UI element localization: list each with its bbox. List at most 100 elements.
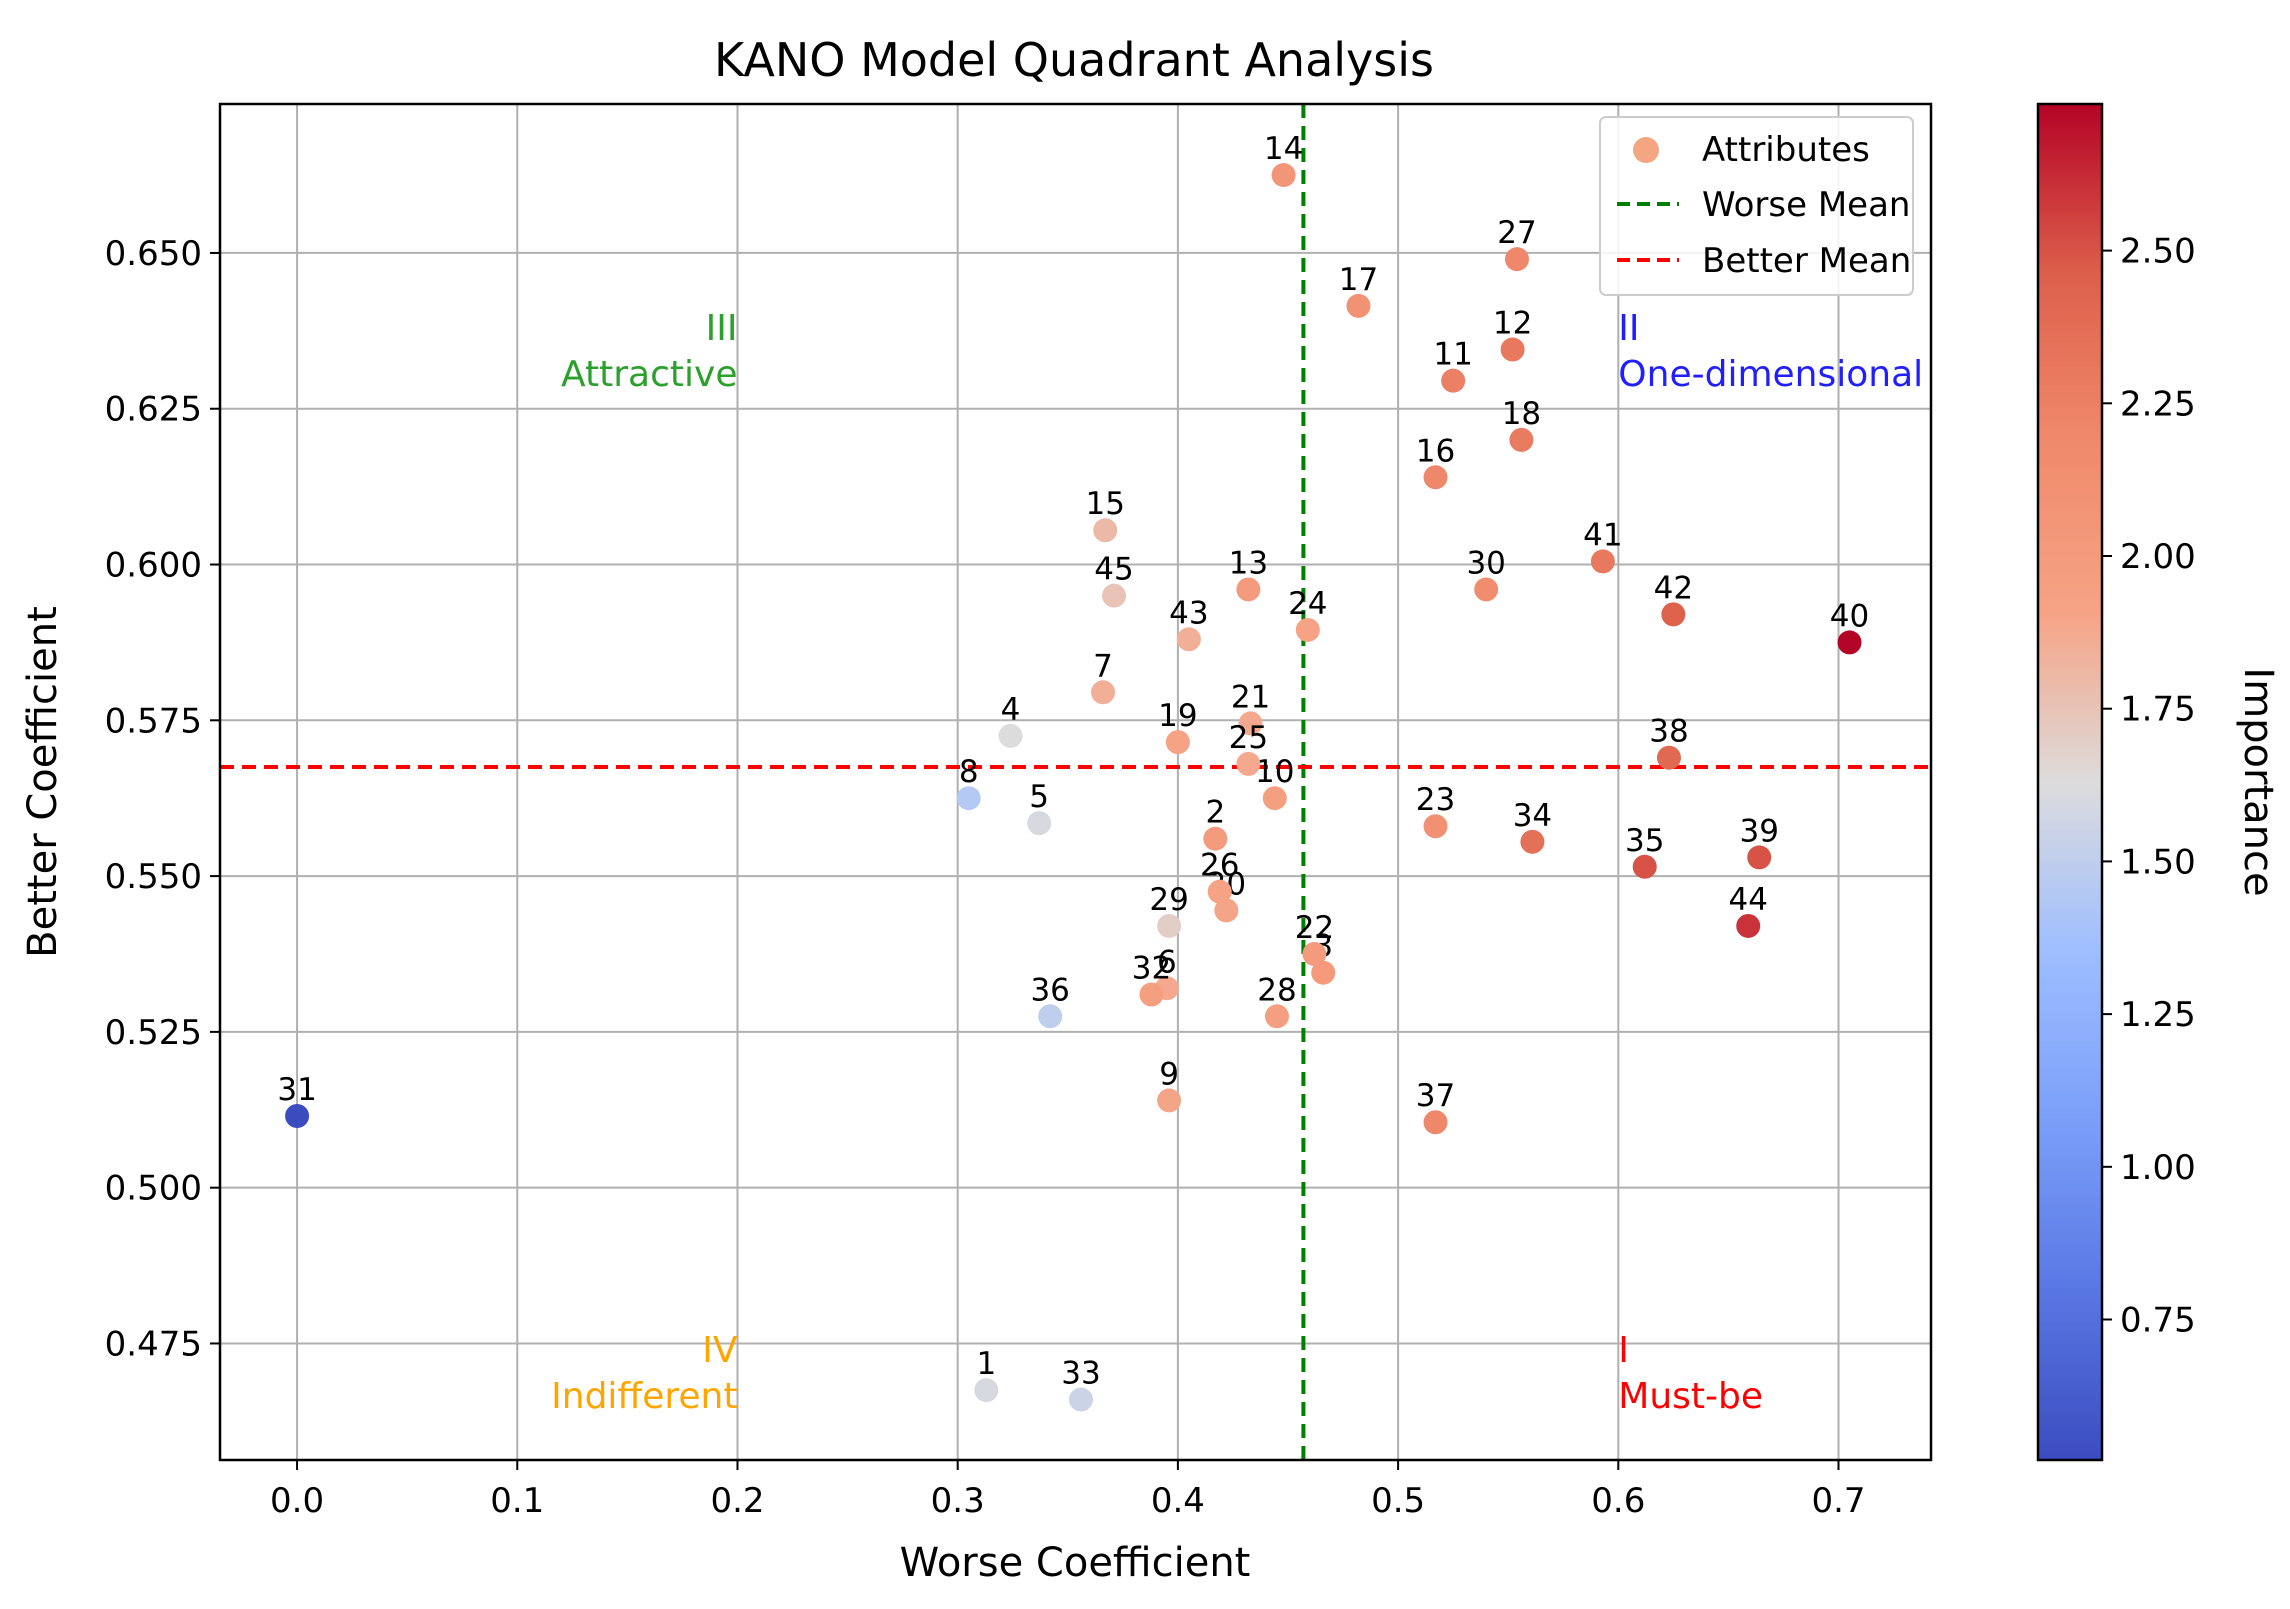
attribute-label: 13 (1229, 545, 1268, 581)
attribute-point (1262, 786, 1287, 811)
attribute-point (1346, 293, 1371, 318)
attribute-label: 33 (1061, 1356, 1100, 1392)
y-axis-label: Better Coefficient (20, 606, 66, 958)
colorbar-tick-label: 2.25 (2120, 384, 2196, 424)
attribute-point (1474, 577, 1499, 602)
attribute-label: 30 (1466, 545, 1505, 581)
attribute-label: 27 (1497, 215, 1536, 251)
attribute-label: 26 (1200, 848, 1239, 884)
attribute-point (1203, 826, 1228, 851)
quadrant-numeral: II (1618, 308, 1639, 349)
attribute-label: 22 (1295, 910, 1334, 946)
attribute-point (998, 723, 1023, 748)
x-tick-label: 0.4 (1151, 1481, 1205, 1521)
attribute-point (1027, 811, 1052, 836)
quadrant-numeral: IV (702, 1330, 738, 1371)
x-tick-label: 0.0 (270, 1481, 324, 1521)
attribute-label: 39 (1740, 813, 1779, 849)
attribute-point (1238, 711, 1263, 736)
attribute-label: 43 (1169, 595, 1208, 631)
attribute-label: 15 (1086, 486, 1125, 522)
colorbar-tick-label: 2.00 (2120, 537, 2196, 577)
attribute-point (1837, 630, 1862, 655)
attribute-point (1236, 751, 1261, 776)
quadrant-name: Must-be (1618, 1376, 1763, 1417)
quadrant-name: Indifferent (551, 1376, 737, 1417)
attribute-point (1311, 960, 1336, 985)
attribute-label: 28 (1257, 972, 1296, 1008)
attribute-label: 7 (1093, 648, 1113, 684)
attribute-point (1271, 163, 1296, 188)
attribute-point (1236, 577, 1261, 602)
grid (220, 104, 1931, 1460)
x-tick-label: 0.6 (1591, 1481, 1645, 1521)
x-tick-label: 0.1 (490, 1481, 544, 1521)
attribute-label: 23 (1416, 782, 1455, 818)
legend-attributes-label: Attributes (1702, 130, 1870, 170)
quadrant-labels: III Attractive II One-dimensional IV Indiffer… (551, 308, 1923, 1417)
x-axis-ticks: 0.0 0.1 0.2 0.3 0.4 0.5 0.6 0.7 (270, 1460, 1866, 1521)
attribute-point (1093, 518, 1118, 543)
attribute-label: 31 (277, 1072, 316, 1108)
x-tick-label: 0.5 (1371, 1481, 1425, 1521)
attribute-point (1656, 745, 1681, 770)
legend-attributes-marker (1633, 137, 1659, 163)
attribute-label: 37 (1416, 1078, 1455, 1114)
colorbar-ticks: 0.75 1.00 1.25 1.50 1.75 2.00 2.25 2.50 (2102, 232, 2196, 1341)
attribute-label: 11 (1433, 337, 1472, 373)
attribute-label: 44 (1729, 882, 1768, 918)
attribute-point (1214, 898, 1239, 923)
attribute-label: 14 (1264, 131, 1303, 167)
attribute-point (1509, 427, 1534, 452)
colorbar-tick-label: 1.25 (2120, 995, 2196, 1035)
attribute-label: 6 (1157, 944, 1177, 980)
colorbar: 0.75 1.00 1.25 1.50 1.75 2.00 2.25 2.50 Importa… (2036, 102, 2281, 1462)
colorbar-tick-label: 1.50 (2120, 842, 2196, 882)
attribute-label: 29 (1149, 882, 1188, 918)
plot-frame (218, 102, 1933, 1462)
attribute-label: 32 (1132, 950, 1171, 986)
attribute-point (1590, 549, 1615, 574)
x-axis-label: Worse Coefficient (900, 1540, 1251, 1586)
attribute-point (1295, 617, 1320, 642)
attribute-point (1207, 879, 1232, 904)
attribute-point (1157, 913, 1182, 938)
attribute-point (1165, 730, 1190, 755)
attribute-label: 38 (1649, 714, 1688, 750)
attribute-point (285, 1104, 310, 1129)
attribute-label: 8 (959, 754, 979, 790)
attribute-point (1102, 583, 1127, 608)
chart-title: KANO Model Quadrant Analysis (714, 33, 1434, 87)
attribute-label: 17 (1339, 262, 1378, 298)
legend-better-mean-label: Better Mean (1702, 241, 1911, 281)
x-tick-label: 0.3 (931, 1481, 985, 1521)
attribute-point (1423, 465, 1448, 490)
attribute-label: 18 (1502, 396, 1541, 432)
y-tick-label: 0.575 (105, 701, 202, 741)
colorbar-gradient (2036, 102, 2104, 1462)
attribute-label: 45 (1094, 552, 1133, 588)
attribute-point (1176, 627, 1201, 652)
attribute-point (1423, 1110, 1448, 1135)
attribute-label: 4 (1001, 692, 1021, 728)
attribute-label: 41 (1583, 517, 1622, 553)
quadrant-numeral: III (706, 308, 738, 349)
y-tick-label: 0.500 (105, 1169, 202, 1209)
colorbar-tick-label: 2.50 (2120, 232, 2196, 272)
attribute-point (1091, 680, 1116, 705)
attribute-point (1441, 368, 1466, 393)
mean-lines (220, 104, 1931, 1460)
attribute-label: 10 (1255, 754, 1294, 790)
y-tick-label: 0.550 (105, 857, 202, 897)
attribute-label: 19 (1158, 698, 1197, 734)
quadrant-name: Attractive (561, 354, 737, 395)
attribute-label: 16 (1416, 433, 1455, 469)
legend-worse-mean-label: Worse Mean (1702, 185, 1910, 225)
attribute-point (1038, 1004, 1063, 1029)
attribute-label: 40 (1830, 598, 1869, 634)
attribute-label: 5 (1029, 779, 1049, 815)
attribute-point (1069, 1387, 1094, 1412)
attribute-point (1747, 845, 1772, 870)
attribute-point (1157, 1088, 1182, 1113)
attribute-label: 1 (976, 1346, 996, 1382)
